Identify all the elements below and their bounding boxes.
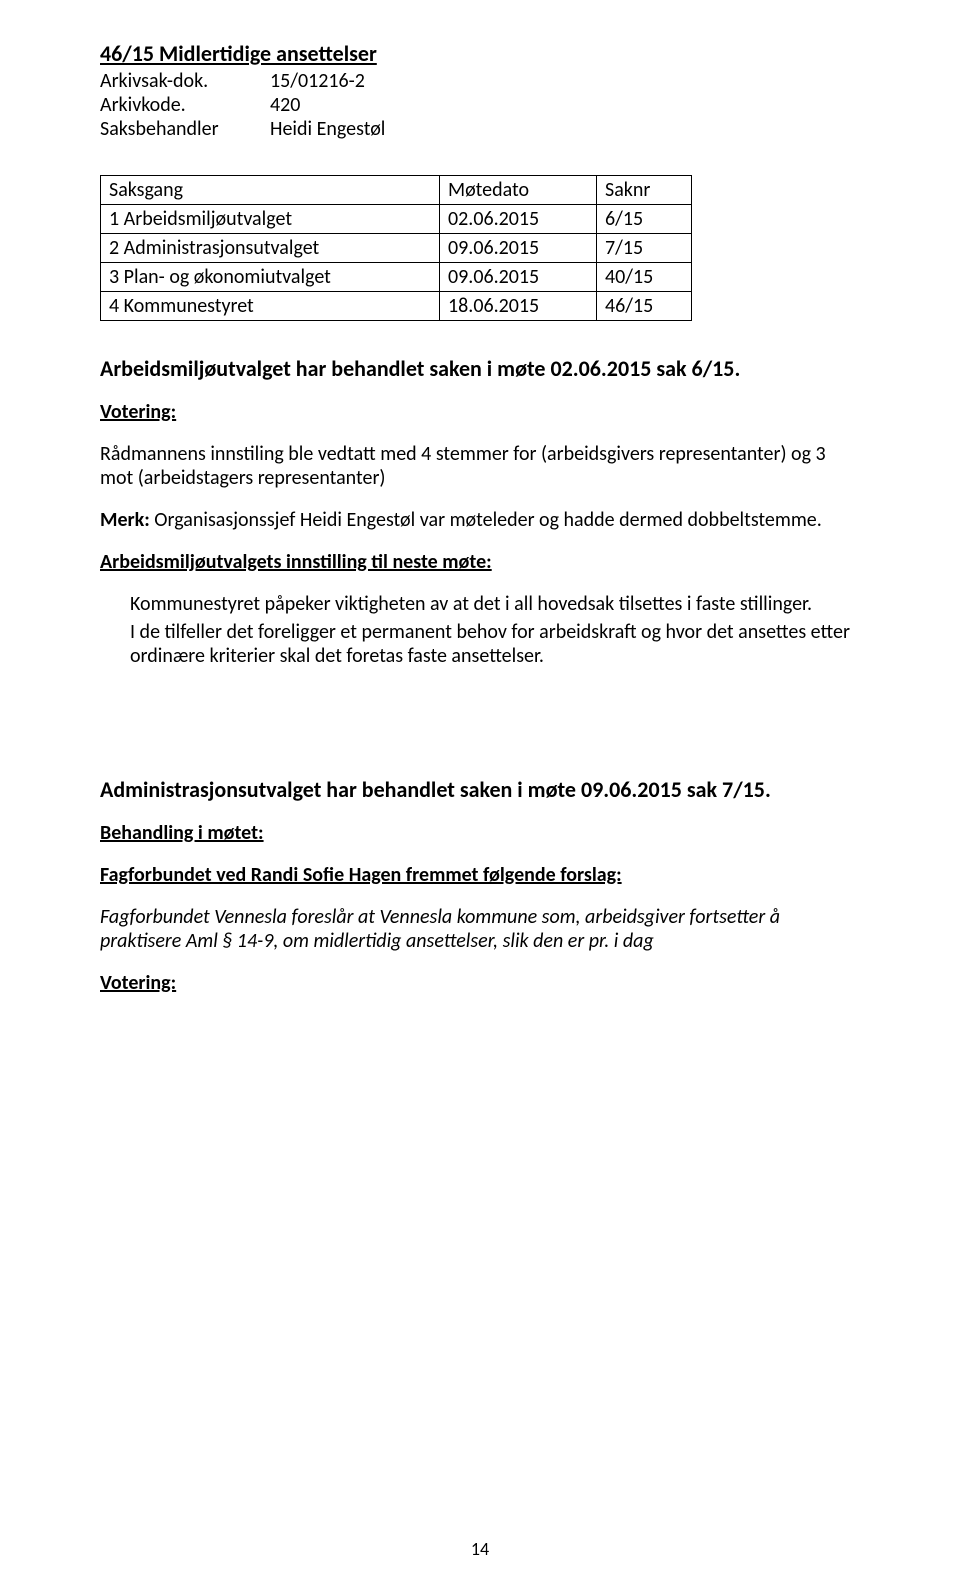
table-cell: 2 Administrasjonsutvalget	[101, 234, 440, 263]
note-lead: Merk:	[100, 508, 150, 532]
meta-value: 420	[270, 93, 300, 117]
page-number: 14	[0, 1538, 960, 1560]
table-header: Saknr	[597, 176, 692, 205]
meta-value: Heidi Engestøl	[270, 117, 385, 141]
meta-label: Saksbehandler	[100, 117, 270, 141]
body-text: I de tilfeller det foreligger et permane…	[130, 620, 860, 668]
table-row: 1 Arbeidsmiljøutvalget02.06.20156/15	[101, 205, 692, 234]
table-cell: 6/15	[597, 205, 692, 234]
body-text: Merk: Organisasjonssjef Heidi Engestøl v…	[100, 508, 860, 532]
votering-label: Votering:	[100, 400, 176, 424]
proposal-label: Fagforbundet ved Randi Sofie Hagen fremm…	[100, 863, 622, 887]
section-heading: Administrasjonsutvalget har behandlet sa…	[100, 776, 860, 803]
table-cell: 46/15	[597, 292, 692, 321]
meta-label: Arkivkode.	[100, 93, 270, 117]
table-cell: 3 Plan- og økonomiutvalget	[101, 263, 440, 292]
votering-label: Votering:	[100, 971, 176, 995]
table-cell: 09.06.2015	[440, 263, 597, 292]
meta-line: Arkivkode.420	[100, 93, 860, 117]
saksgang-table: Saksgang Møtedato Saknr 1 Arbeidsmiljøut…	[100, 175, 692, 321]
meta-label: Arkivsak-dok.	[100, 69, 270, 93]
body-text: Kommunestyret påpeker viktigheten av at …	[130, 592, 860, 616]
table-cell: 02.06.2015	[440, 205, 597, 234]
body-text: Rådmannens innstiling ble vedtatt med 4 …	[100, 442, 860, 490]
meta-line: Arkivsak-dok.15/01216-2	[100, 69, 860, 93]
innstilling-label: Arbeidsmiljøutvalgets innstilling til ne…	[100, 550, 492, 574]
proposal-text: Fagforbundet Vennesla foreslår at Vennes…	[100, 905, 860, 953]
behandling-label: Behandling i møtet:	[100, 821, 264, 845]
table-header: Møtedato	[440, 176, 597, 205]
table-cell: 09.06.2015	[440, 234, 597, 263]
section-heading: Arbeidsmiljøutvalget har behandlet saken…	[100, 355, 860, 382]
table-header: Saksgang	[101, 176, 440, 205]
table-cell: 40/15	[597, 263, 692, 292]
table-cell: 1 Arbeidsmiljøutvalget	[101, 205, 440, 234]
meta-line: SaksbehandlerHeidi Engestøl	[100, 117, 860, 141]
table-row: 2 Administrasjonsutvalget09.06.20157/15	[101, 234, 692, 263]
document-title: 46/15 Midlertidige ansettelser	[100, 40, 860, 67]
table-cell: 4 Kommunestyret	[101, 292, 440, 321]
note-rest: Organisasjonssjef Heidi Engestøl var møt…	[150, 508, 822, 532]
meta-value: 15/01216-2	[270, 69, 365, 93]
table-cell: 18.06.2015	[440, 292, 597, 321]
table-row: 4 Kommunestyret18.06.201546/15	[101, 292, 692, 321]
table-cell: 7/15	[597, 234, 692, 263]
table-row: 3 Plan- og økonomiutvalget09.06.201540/1…	[101, 263, 692, 292]
